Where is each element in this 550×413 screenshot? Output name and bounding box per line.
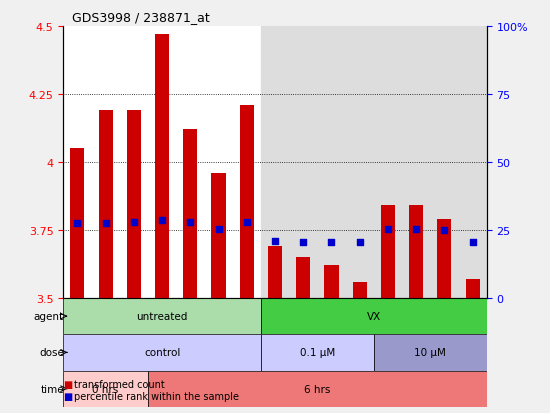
Bar — [63, 370, 148, 407]
Text: ■: ■ — [63, 379, 73, 389]
Text: transformed count: transformed count — [74, 379, 165, 389]
Text: ■: ■ — [63, 392, 73, 401]
Text: 0.1 μM: 0.1 μM — [300, 347, 335, 358]
Bar — [296, 258, 310, 298]
Bar — [353, 282, 367, 298]
Bar — [148, 370, 487, 407]
Bar — [374, 335, 487, 370]
Point — [101, 220, 110, 227]
Point — [440, 228, 449, 234]
Text: VX: VX — [367, 311, 381, 321]
Text: 0 hrs: 0 hrs — [92, 384, 119, 394]
Text: dose: dose — [39, 347, 64, 358]
Bar — [70, 149, 85, 298]
Point — [129, 219, 138, 226]
Bar — [63, 298, 261, 335]
Point — [468, 239, 477, 246]
Text: time: time — [40, 384, 64, 394]
Bar — [324, 266, 339, 298]
Bar — [98, 111, 113, 298]
Point — [271, 238, 279, 244]
Bar — [261, 298, 487, 335]
Text: 10 μM: 10 μM — [414, 347, 446, 358]
Text: 6 hrs: 6 hrs — [304, 384, 331, 394]
Point — [214, 226, 223, 233]
Point — [243, 219, 251, 225]
Bar — [268, 247, 282, 298]
Text: agent: agent — [34, 311, 64, 321]
Point — [327, 239, 336, 246]
Text: GDS3998 / 238871_at: GDS3998 / 238871_at — [72, 11, 210, 24]
Point — [355, 239, 364, 246]
Bar — [155, 35, 169, 298]
Point — [383, 227, 392, 233]
Point — [73, 220, 82, 227]
Text: untreated: untreated — [136, 311, 188, 321]
Point — [412, 226, 421, 233]
Bar — [465, 279, 480, 298]
Bar — [261, 335, 374, 370]
Bar — [409, 206, 424, 298]
Bar — [126, 111, 141, 298]
Bar — [240, 106, 254, 298]
Text: percentile rank within the sample: percentile rank within the sample — [74, 392, 239, 401]
Bar — [183, 130, 197, 298]
Text: control: control — [144, 347, 180, 358]
Bar — [437, 220, 452, 298]
Bar — [261, 27, 487, 298]
Point — [158, 218, 167, 224]
Point — [186, 219, 195, 225]
Bar — [212, 173, 225, 298]
Point — [299, 239, 307, 245]
Bar — [381, 206, 395, 298]
Bar — [63, 335, 261, 370]
